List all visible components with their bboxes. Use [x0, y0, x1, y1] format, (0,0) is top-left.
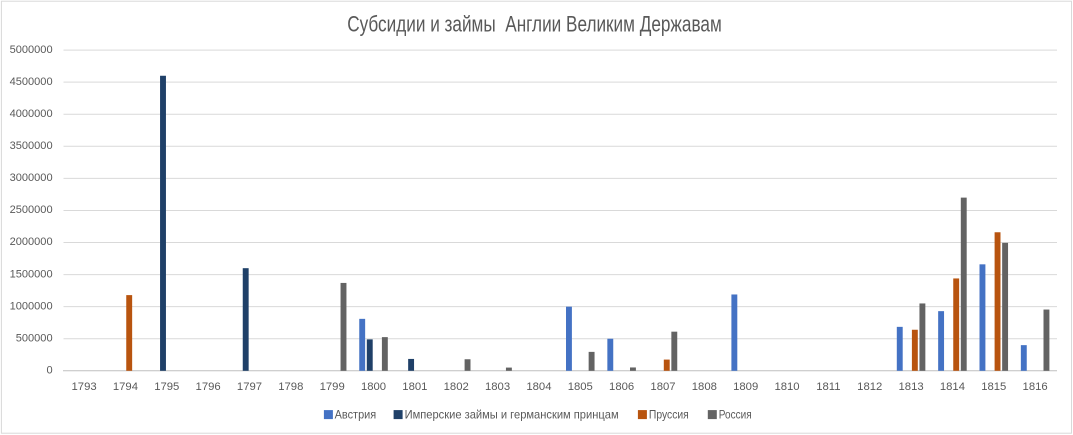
svg-text:1806: 1806	[609, 381, 634, 393]
svg-text:1812: 1812	[857, 381, 882, 393]
svg-text:Россия: Россия	[719, 408, 752, 422]
svg-text:1500000: 1500000	[10, 268, 53, 280]
svg-text:1797: 1797	[237, 381, 262, 393]
svg-text:Пруссия: Пруссия	[649, 408, 689, 422]
svg-text:1801: 1801	[402, 381, 427, 393]
svg-text:1814: 1814	[940, 381, 965, 393]
svg-text:1795: 1795	[154, 381, 179, 393]
svg-text:1799: 1799	[320, 381, 345, 393]
svg-text:1804: 1804	[526, 381, 551, 393]
svg-text:1800: 1800	[361, 381, 386, 393]
svg-text:1810: 1810	[774, 381, 799, 393]
svg-text:0: 0	[46, 365, 52, 377]
svg-text:3500000: 3500000	[10, 140, 53, 152]
svg-text:1802: 1802	[444, 381, 469, 393]
svg-text:2500000: 2500000	[10, 204, 53, 216]
svg-text:4000000: 4000000	[10, 108, 53, 120]
svg-text:1000000: 1000000	[10, 300, 53, 312]
svg-text:1808: 1808	[692, 381, 717, 393]
svg-text:1796: 1796	[196, 381, 221, 393]
svg-text:1794: 1794	[113, 381, 138, 393]
svg-text:1803: 1803	[485, 381, 510, 393]
svg-text:Имперские займы и германским п: Имперские займы и германским принцам	[405, 408, 619, 422]
svg-text:Австрия: Австрия	[335, 408, 377, 422]
svg-text:1807: 1807	[650, 381, 675, 393]
svg-text:5000000: 5000000	[10, 44, 53, 56]
svg-text:1813: 1813	[899, 381, 924, 393]
svg-text:2000000: 2000000	[10, 236, 53, 248]
svg-text:Субсидии и займы Англии Велик: Субсидии и займы Англии Великим Державам	[347, 12, 722, 37]
svg-text:1811: 1811	[816, 381, 840, 393]
svg-text:500000: 500000	[16, 332, 53, 344]
svg-text:4500000: 4500000	[10, 76, 53, 88]
svg-text:1809: 1809	[733, 381, 758, 393]
svg-text:1816: 1816	[1023, 381, 1048, 393]
svg-text:1798: 1798	[278, 381, 303, 393]
svg-text:1815: 1815	[981, 381, 1006, 393]
svg-text:3000000: 3000000	[10, 172, 53, 184]
svg-text:1805: 1805	[568, 381, 593, 393]
svg-text:1793: 1793	[72, 381, 97, 393]
